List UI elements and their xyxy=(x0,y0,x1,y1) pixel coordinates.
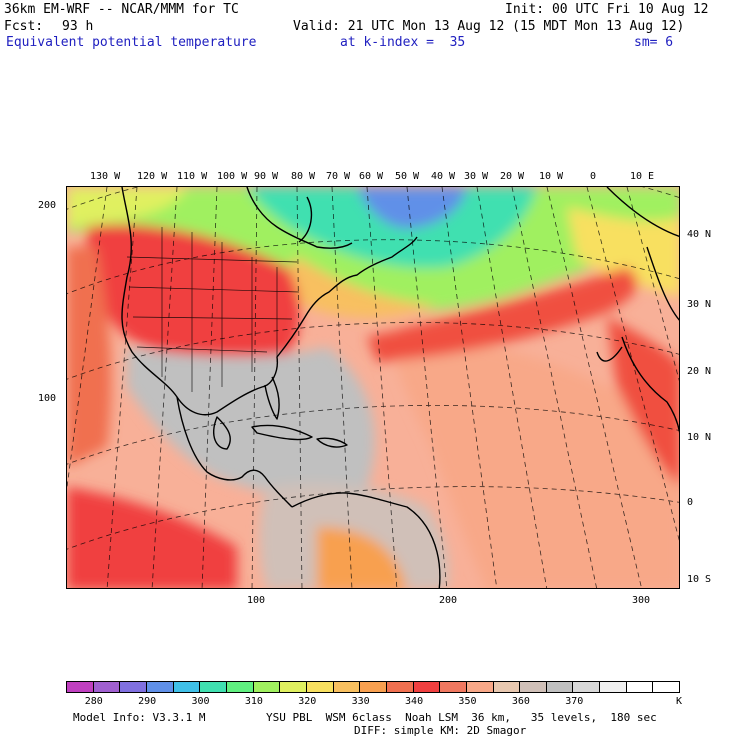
grid-y-label: 200 xyxy=(38,200,57,211)
grid-x-label: 200 xyxy=(439,595,458,606)
colorbar-segment xyxy=(653,682,680,692)
latitude-label: 0 xyxy=(687,497,694,508)
colorbar-segment xyxy=(600,682,627,692)
colorbar xyxy=(66,681,680,693)
colorbar-segment xyxy=(280,682,307,692)
longitude-label: 70 W xyxy=(326,171,351,182)
longitude-label: 30 W xyxy=(464,171,489,182)
forecast-label: Fcst: xyxy=(4,19,44,34)
colorbar-segment xyxy=(546,682,574,692)
longitude-label: 100 W xyxy=(217,171,248,182)
colorbar-segment xyxy=(67,682,94,692)
latitude-label: 20 N xyxy=(687,366,712,377)
theta-e-map xyxy=(66,186,680,589)
colorbar-segment xyxy=(93,682,121,692)
colorbar-label: 350 xyxy=(458,696,477,707)
colorbar-segment xyxy=(173,682,201,692)
colorbar-segment xyxy=(466,682,494,692)
colorbar-segment xyxy=(573,682,601,692)
longitude-label: 10 E xyxy=(630,171,655,182)
valid-time: Valid: 21 UTC Mon 13 Aug 12 (15 MDT Mon … xyxy=(293,19,685,34)
colorbar-segment xyxy=(386,682,414,692)
grid-x-label: 100 xyxy=(247,595,266,606)
colorbar-label: 370 xyxy=(565,696,584,707)
longitude-label: 10 W xyxy=(539,171,564,182)
colorbar-segment xyxy=(146,682,174,692)
level-info: at k-index = 35 xyxy=(340,35,466,50)
longitude-label: 90 W xyxy=(254,171,279,182)
forecast-hour: 93 h xyxy=(62,19,94,34)
diffusion-info: DIFF: simple KM: 2D Smagor xyxy=(354,724,527,737)
colorbar-segment xyxy=(200,682,227,692)
smoothing-info: sm= 6 xyxy=(634,35,674,50)
longitude-label: 80 W xyxy=(291,171,316,182)
grid-x-label: 300 xyxy=(632,595,651,606)
init-time: Init: 00 UTC Fri 10 Aug 12 xyxy=(505,2,709,17)
longitude-label: 50 W xyxy=(395,171,420,182)
colorbar-segment xyxy=(413,682,441,692)
physics-info: YSU PBL WSM 6class Noah LSM 36 km, 35 le… xyxy=(266,711,657,724)
longitude-label: 20 W xyxy=(500,171,525,182)
colorbar-label: 360 xyxy=(511,696,530,707)
colorbar-segment xyxy=(493,682,521,692)
colorbar-segment xyxy=(306,682,334,692)
colorbar-segment xyxy=(626,682,654,692)
colorbar-segment xyxy=(360,682,387,692)
colorbar-unit: K xyxy=(676,696,683,707)
colorbar-label: 300 xyxy=(191,696,210,707)
field-name: Equivalent potential temperature xyxy=(6,35,257,50)
longitude-label: 40 W xyxy=(431,171,456,182)
colorbar-label: 280 xyxy=(84,696,103,707)
colorbar-segment xyxy=(253,682,281,692)
model-info: Model Info: V3.3.1 M xyxy=(73,711,206,724)
colorbar-segment xyxy=(520,682,547,692)
longitude-label: 110 W xyxy=(177,171,208,182)
colorbar-segment xyxy=(333,682,361,692)
longitude-label: 0 xyxy=(590,171,597,182)
colorbar-segment xyxy=(440,682,467,692)
colorbar-label: 320 xyxy=(298,696,317,707)
latitude-label: 40 N xyxy=(687,229,712,240)
grid-y-label: 100 xyxy=(38,393,57,404)
colorbar-segment xyxy=(120,682,147,692)
colorbar-label: 310 xyxy=(244,696,263,707)
colorbar-label: 330 xyxy=(351,696,370,707)
latitude-label: 30 N xyxy=(687,299,712,310)
colorbar-segment xyxy=(226,682,254,692)
colorbar-label: 290 xyxy=(138,696,157,707)
latitude-label: 10 N xyxy=(687,432,712,443)
longitude-label: 60 W xyxy=(359,171,384,182)
longitude-label: 130 W xyxy=(90,171,121,182)
model-title: 36km EM-WRF -- NCAR/MMM for TC xyxy=(4,2,239,17)
longitude-label: 120 W xyxy=(137,171,168,182)
latitude-label: 10 S xyxy=(687,574,712,585)
map-canvas xyxy=(67,187,679,588)
colorbar-label: 340 xyxy=(405,696,424,707)
